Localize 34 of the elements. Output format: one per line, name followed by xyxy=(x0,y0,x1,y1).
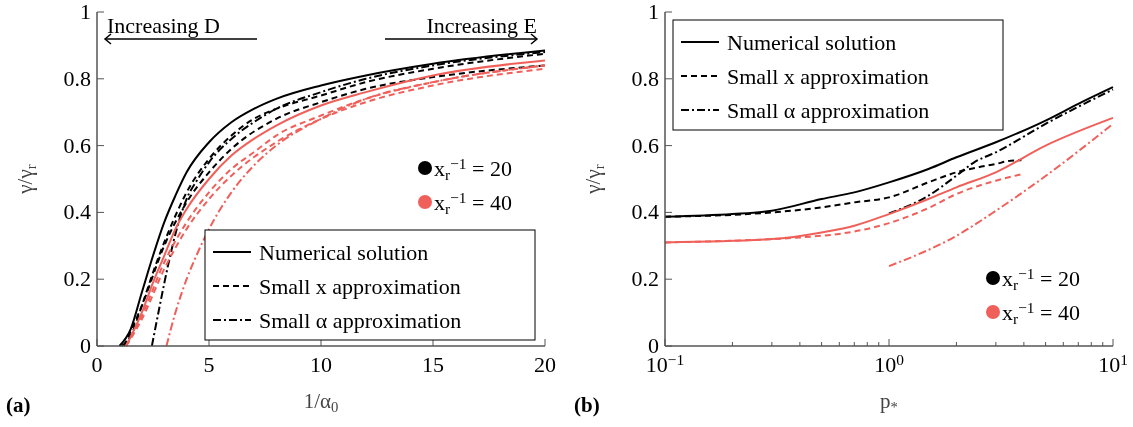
annotation: x$_{r}$$^{−1}$ = 40 xyxy=(1002,299,1080,327)
annotation: Increasing D xyxy=(107,13,221,38)
y-tick-label: 1 xyxy=(80,0,91,24)
legend-label: Small α approximation xyxy=(259,308,462,333)
x-tick-label: 10$^{0}$ xyxy=(874,351,905,377)
text: (a) xyxy=(6,393,31,417)
legend-label: Numerical solution xyxy=(727,30,897,55)
y-tick-label: 0.4 xyxy=(63,199,91,225)
legend-label: Numerical solution xyxy=(259,240,429,265)
x-axis-title: 1/α$_{0}$ xyxy=(303,389,339,415)
x-tick-label: 10 xyxy=(310,352,332,377)
annotation: Increasing E xyxy=(426,13,537,38)
y-tick-label: 0.2 xyxy=(63,266,91,292)
x-tick-label: 15 xyxy=(422,352,444,377)
y-tick-label: 0.8 xyxy=(63,65,91,91)
x-tick-label: 20 xyxy=(534,352,556,377)
x-tick-label: 5 xyxy=(203,352,215,377)
y-tick-label: 0 xyxy=(648,333,659,358)
legend-label: Small x approximation xyxy=(727,64,929,89)
annotation: x$_{r}$$^{−1}$ = 20 xyxy=(434,155,512,183)
y-tick-label: 0.2 xyxy=(631,266,659,292)
y-tick-label: 0 xyxy=(80,333,91,358)
y-tick-label: 1 xyxy=(648,0,659,24)
annotation: x$_{r}$$^{−1}$ = 20 xyxy=(1002,265,1080,293)
annotation: x$_{r}$$^{−1}$ = 40 xyxy=(434,189,512,217)
y-tick-label: 0.6 xyxy=(63,132,91,158)
x-axis-title: p$_{*}$ xyxy=(880,389,898,415)
text: (b) xyxy=(574,393,600,417)
y-tick-label: 0.6 xyxy=(631,132,659,158)
legend-label: Small x approximation xyxy=(259,274,461,299)
y-tick-label: 0.8 xyxy=(631,65,659,91)
x-tick-label: 10$^{1}$ xyxy=(1098,351,1128,377)
y-tick-label: 0.4 xyxy=(631,199,659,225)
legend-label: Small α approximation xyxy=(727,98,930,123)
